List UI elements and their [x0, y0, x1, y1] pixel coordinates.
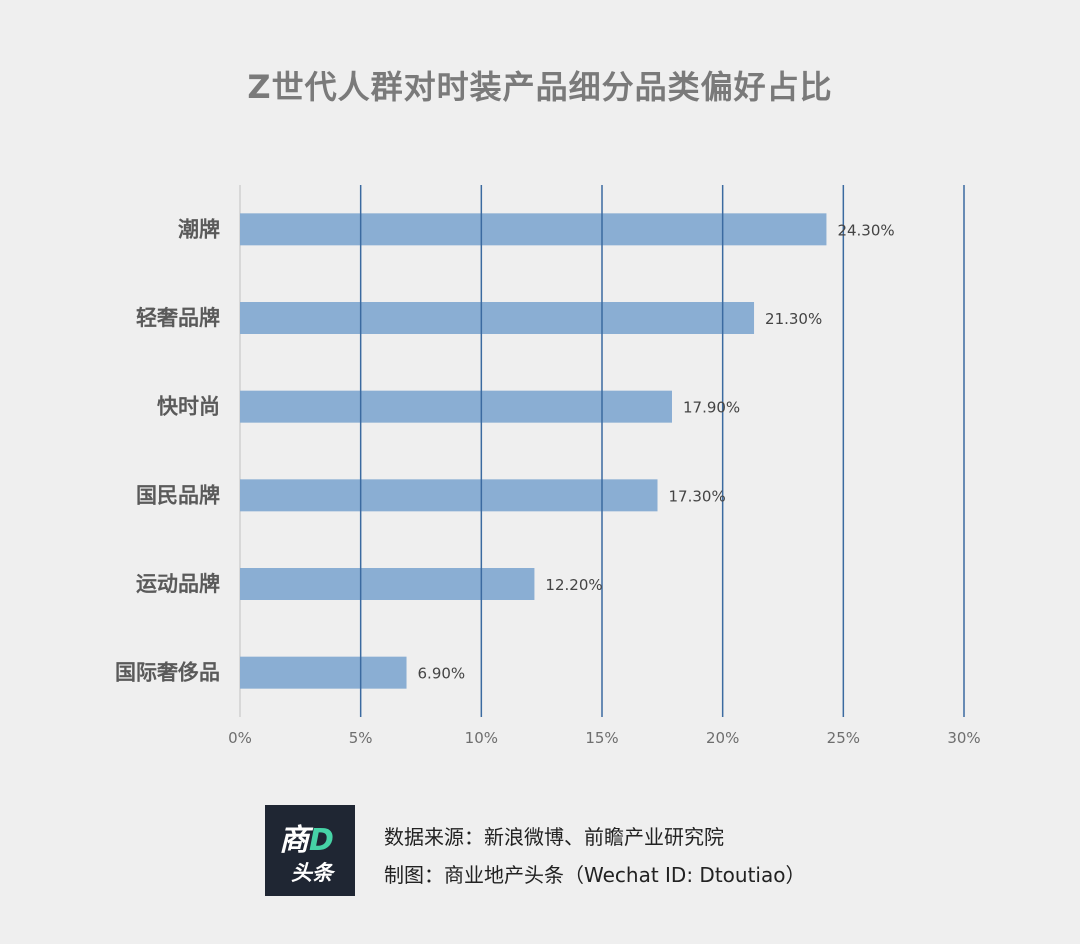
data-label-0: 24.30% [837, 221, 894, 239]
chart-title: Z世代人群对时装产品细分品类偏好占比 [247, 68, 833, 106]
x-tick-label-1: 5% [349, 729, 373, 747]
x-tick-label-0: 0% [228, 729, 252, 747]
bar-1 [240, 302, 755, 334]
data-label-4: 12.20% [545, 576, 602, 594]
data-label-5: 6.90% [418, 665, 466, 683]
bar-2 [240, 390, 672, 423]
x-tick-label-4: 20% [706, 729, 739, 747]
logo-top-text: 商D [279, 815, 334, 859]
category-label-0: 潮牌 [178, 217, 220, 241]
chart-credit-text: 制图：商业地产头条（Wechat ID: Dtoutiao） [384, 863, 806, 887]
x-tick-label-6: 30% [947, 729, 980, 747]
x-tick-label-5: 25% [827, 729, 860, 747]
category-label-3: 国民品牌 [136, 483, 220, 507]
bar-5 [240, 656, 407, 689]
data-label-2: 17.90% [683, 399, 740, 417]
bar-0 [240, 213, 827, 246]
category-label-1: 轻奢品牌 [136, 306, 220, 330]
logo-char-d: D [309, 823, 334, 858]
data-source-text: 数据来源：新浪微博、前瞻产业研究院 [384, 825, 724, 849]
category-label-4: 运动品牌 [136, 572, 220, 596]
x-tick-label-3: 15% [585, 729, 618, 747]
logo-bottom-text: 头条 [291, 861, 333, 885]
bar-4 [240, 568, 535, 600]
category-label-5: 国际奢侈品 [115, 661, 220, 685]
shangdian-logo: 商D 头条 [265, 805, 355, 896]
logo-char-shang: 商 [279, 823, 309, 858]
bar-3 [240, 479, 658, 512]
x-tick-label-2: 10% [465, 729, 498, 747]
data-label-3: 17.30% [669, 487, 726, 505]
category-label-2: 快时尚 [157, 395, 220, 419]
data-label-1: 21.30% [765, 310, 822, 328]
